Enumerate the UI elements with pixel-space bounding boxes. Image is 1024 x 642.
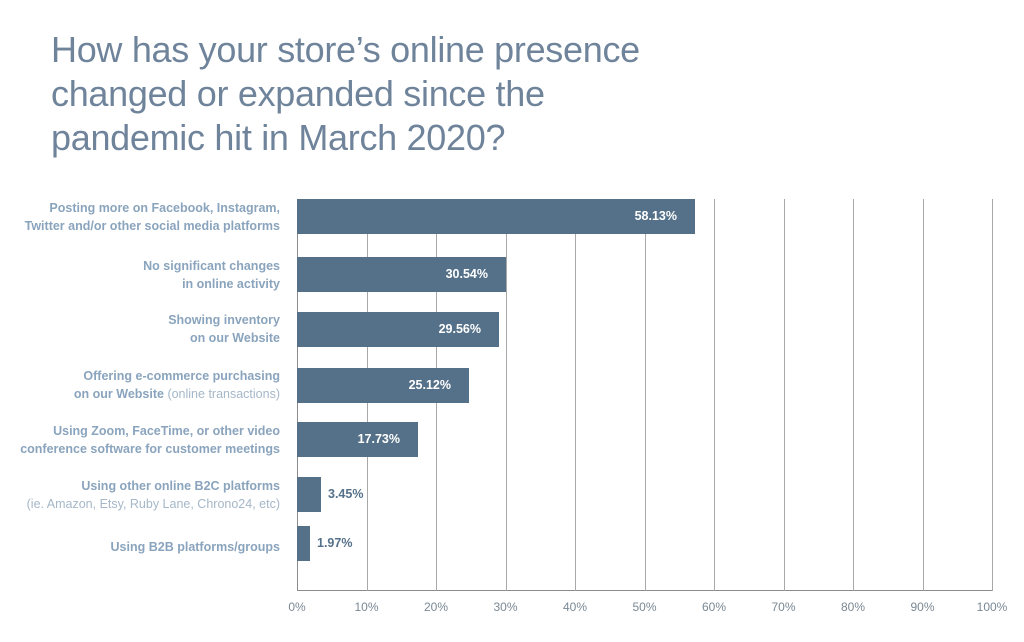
bar: 25.12% [297, 368, 469, 403]
x-tick-label: 90% [910, 600, 935, 614]
x-axis-line [297, 590, 992, 591]
x-tick-label: 80% [840, 600, 866, 614]
category-label: Showing inventory on our Website [168, 313, 280, 345]
x-tick-label: 10% [354, 600, 379, 614]
gridline [784, 199, 785, 591]
x-tick-label: 100% [976, 600, 1008, 614]
x-tick-label: 70% [771, 600, 796, 614]
bar-value-label: 1.97% [314, 526, 356, 561]
category-label: Using other online B2C platforms (ie. Ama… [26, 479, 280, 511]
category-label: No significant changes in online activity [143, 259, 280, 291]
bar-value-label: 29.56% [438, 322, 481, 336]
bar-value-label: 25.12% [408, 378, 451, 392]
plot-area: 58.13% 30.54% 29.56% 25.12% 17.73% 3.45% 1.97% [297, 199, 993, 591]
bar-value-label: 17.73% [357, 432, 400, 446]
gridline [992, 199, 993, 591]
x-tick-label: 0% [288, 600, 306, 614]
gridline [714, 199, 715, 591]
bar-value-label: 3.45% [325, 477, 367, 512]
x-tick-label: 20% [423, 600, 449, 614]
bar: 30.54% [297, 257, 506, 292]
gridline [645, 199, 646, 591]
x-tick-label: 40% [562, 600, 588, 614]
bar [297, 526, 310, 561]
bar: 58.13% [297, 199, 695, 234]
category-label: Using B2B platforms/groups [110, 540, 280, 554]
gridline [506, 199, 507, 591]
category-label: Offering e-commerce purchasing on our Web… [73, 369, 280, 401]
category-label: Using Zoom, FaceTime, or other video conf… [20, 424, 280, 456]
x-tick-label: 60% [701, 600, 727, 614]
bar: 17.73% [297, 422, 418, 457]
x-tick-label: 50% [632, 600, 657, 614]
gridline [853, 199, 854, 591]
chart-title: How has your store’s online presence cha… [51, 29, 640, 158]
bar-value-label: 30.54% [445, 267, 488, 281]
bar-value-label: 58.13% [634, 209, 677, 223]
gridline [575, 199, 576, 591]
category-label: Posting more on Facebook, Instagram, Twit… [24, 201, 280, 233]
bar [297, 477, 321, 512]
x-tick-label: 30% [493, 600, 518, 614]
bar: 29.56% [297, 312, 499, 347]
gridline [923, 199, 924, 591]
